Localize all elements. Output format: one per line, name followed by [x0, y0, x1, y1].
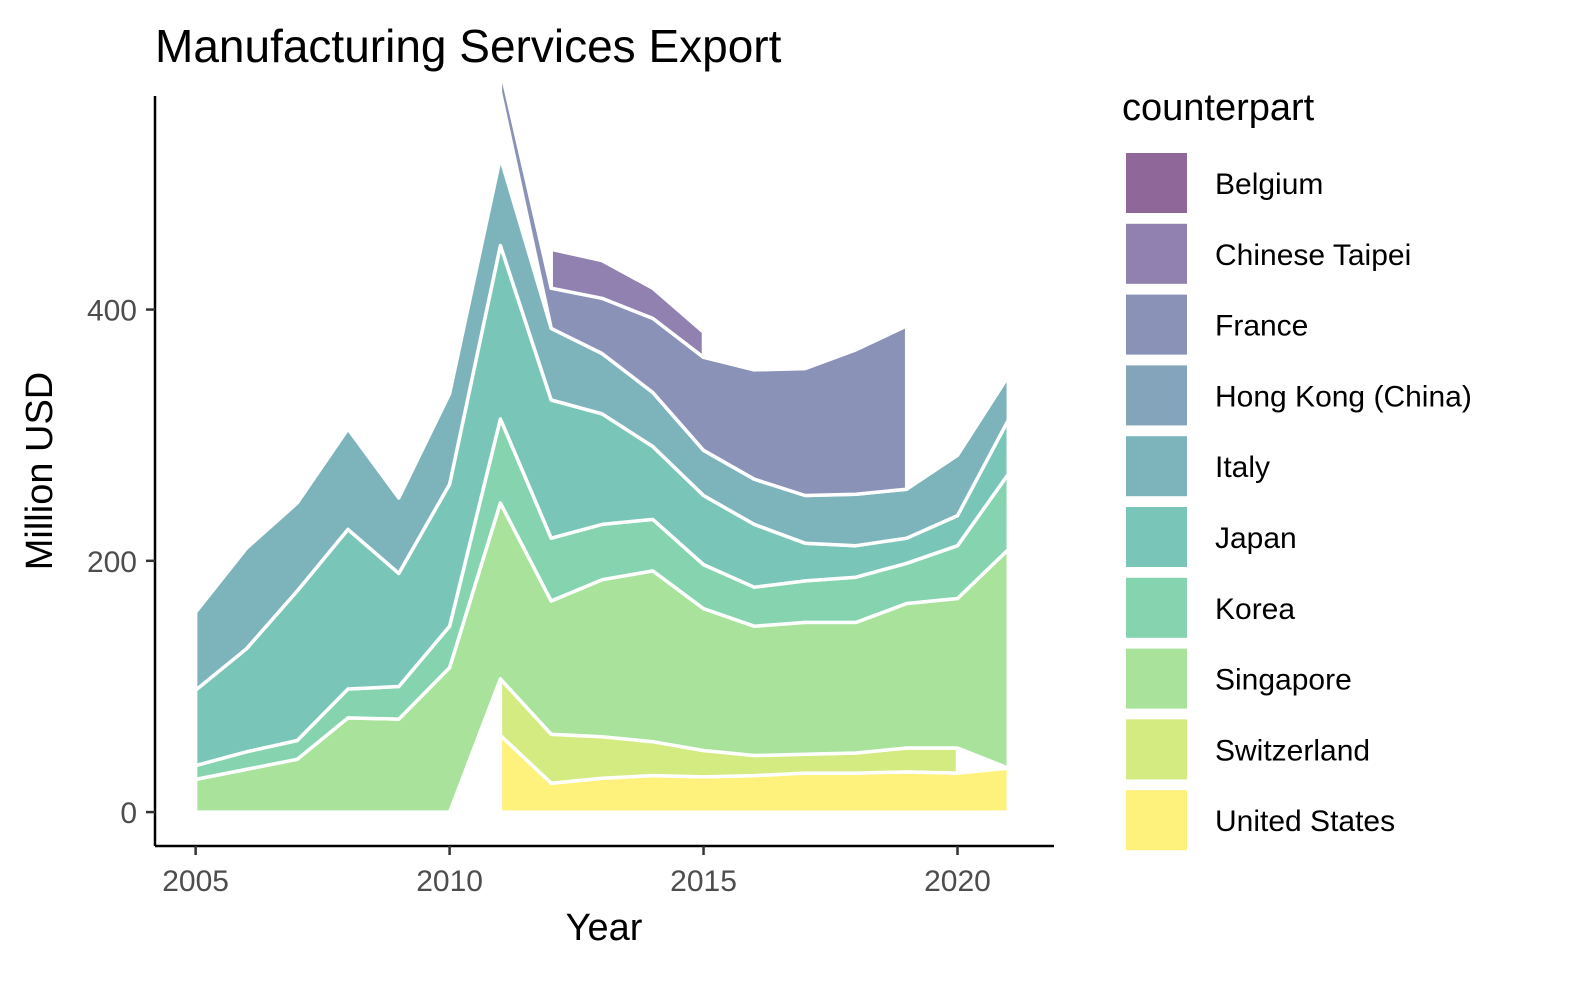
- legend-label-chinese-taipei: Chinese Taipei: [1215, 239, 1411, 272]
- legend-key-singapore: [1126, 648, 1187, 709]
- x-axis-title: Year: [566, 907, 643, 949]
- legend-label-france: France: [1215, 310, 1308, 343]
- plot-areas: [193, 65, 1011, 814]
- x-tick-label-2005: 2005: [162, 865, 229, 898]
- legend: Belgium Chinese Taipei France Hong Kong (Ch…: [1126, 153, 1472, 851]
- legend-label-singapore: Singapore: [1215, 664, 1352, 697]
- legend-key-chinese-taipei: [1126, 223, 1187, 284]
- legend-label-japan: Japan: [1215, 522, 1297, 555]
- legend-key-france: [1126, 294, 1187, 355]
- x-tick-label-2020: 2020: [924, 865, 991, 898]
- legend-key-japan: [1126, 507, 1187, 567]
- legend-key-belgium: [1126, 153, 1187, 213]
- legend-label-italy: Italy: [1215, 451, 1270, 484]
- legend-label-hong-kong-china: Hong Kong (China): [1215, 380, 1472, 413]
- legend-key-korea: [1126, 577, 1187, 638]
- area-chinese-taipei: [549, 247, 706, 360]
- legend-label-korea: Korea: [1215, 593, 1295, 626]
- y-axis-ticks: 0 200 400: [87, 295, 155, 830]
- legend-key-switzerland: [1126, 719, 1187, 780]
- y-tick-label-400: 400: [87, 295, 137, 328]
- legend-label-belgium: Belgium: [1215, 168, 1323, 201]
- legend-key-united-states: [1126, 790, 1187, 851]
- legend-title: counterpart: [1122, 87, 1315, 129]
- area-italy: [193, 155, 1011, 692]
- x-axis-ticks: 2005 2010 2015 2020: [162, 846, 991, 898]
- y-tick-label-0: 0: [120, 797, 137, 830]
- y-tick-label-200: 200: [87, 546, 137, 579]
- x-tick-label-2010: 2010: [416, 865, 483, 898]
- legend-key-hong-kong-china: [1126, 365, 1187, 426]
- legend-label-united-states: United States: [1215, 805, 1395, 838]
- chart-title: Manufacturing Services Export: [155, 20, 782, 72]
- legend-label-switzerland: Switzerland: [1215, 734, 1370, 767]
- y-axis-title: Million USD: [19, 372, 61, 570]
- legend-key-italy: [1126, 436, 1187, 497]
- x-tick-label-2015: 2015: [670, 865, 737, 898]
